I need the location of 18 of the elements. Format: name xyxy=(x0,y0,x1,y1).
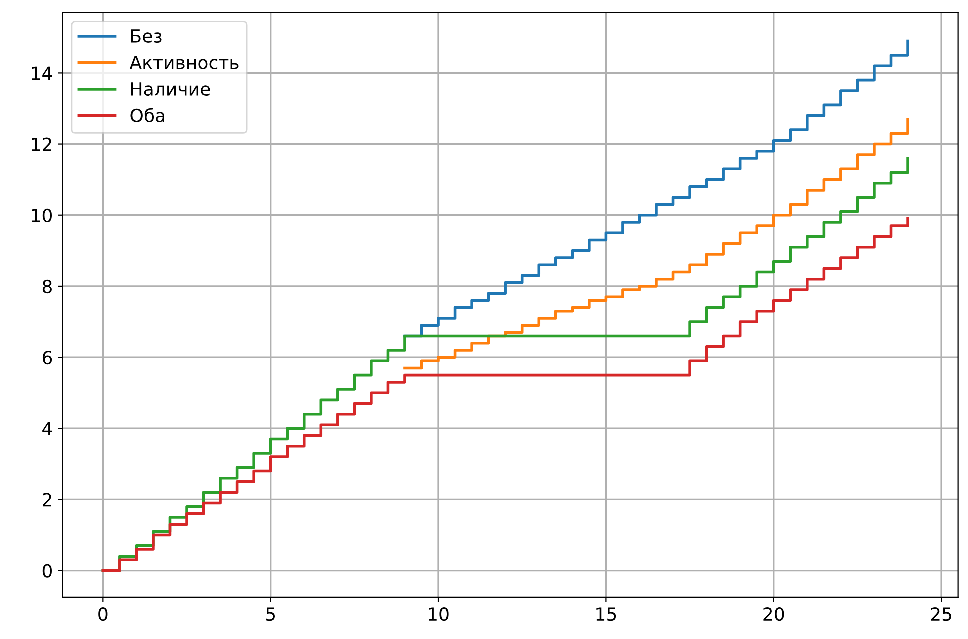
x-tick-label: 0 xyxy=(98,608,108,622)
x-tick-label: 10 xyxy=(429,608,449,622)
y-tick-label: 10 xyxy=(32,208,52,222)
x-tick-label: 15 xyxy=(596,608,616,622)
x-tick-label: 5 xyxy=(266,608,276,622)
x-tick-label: 25 xyxy=(931,608,952,622)
legend-label: Оба xyxy=(130,108,164,123)
legend-label: Активность xyxy=(130,56,239,70)
legend-label: Без xyxy=(131,30,162,44)
y-tick-label: 4 xyxy=(42,422,52,436)
legend-label: Наличие xyxy=(131,82,210,96)
x-tick-label: 20 xyxy=(764,608,784,622)
y-tick-label: 2 xyxy=(43,493,52,507)
y-tick-label: 14 xyxy=(32,66,52,80)
y-tick-label: 8 xyxy=(42,280,52,294)
y-tick-label: 6 xyxy=(42,351,52,365)
y-tick-label: 0 xyxy=(42,564,52,578)
y-tick-label: 12 xyxy=(32,138,52,152)
